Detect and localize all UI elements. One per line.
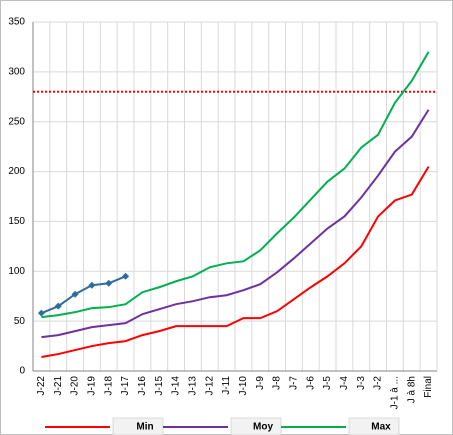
y-tick-label: 350 <box>8 17 25 28</box>
x-tick-label: J-14 <box>171 376 182 396</box>
x-tick-label: J-15 <box>154 376 165 396</box>
x-tick-label: J à 8h <box>406 376 417 403</box>
x-tick-label: J-20 <box>70 376 81 396</box>
y-tick-label: 50 <box>14 316 26 327</box>
x-tick-label: J-17 <box>120 376 131 396</box>
series-line <box>41 51 430 319</box>
x-tick-label: J-11 <box>221 376 232 395</box>
x-tick-label: J-22 <box>36 376 47 396</box>
legend-label: Max <box>371 422 391 433</box>
y-tick-label: 0 <box>19 366 25 377</box>
series-line <box>41 166 430 359</box>
x-tick-label: J-18 <box>103 376 114 396</box>
x-tick-label: J-21 <box>53 376 64 396</box>
x-tick-label: J-8 <box>272 376 283 390</box>
x-tick-label: J-4 <box>339 376 350 390</box>
legend-label: Moy <box>253 422 273 433</box>
y-tick-label: 100 <box>8 266 25 277</box>
x-tick-label: J-13 <box>188 376 199 396</box>
x-tick-label: J-7 <box>289 376 300 390</box>
x-tick-label: J-9 <box>255 376 266 390</box>
legend-box <box>348 417 400 435</box>
y-tick-label: 150 <box>8 216 25 227</box>
series-line <box>41 109 430 339</box>
x-tick-label: J-6 <box>305 376 316 390</box>
x-tick-label: J-5 <box>322 376 333 390</box>
x-tick-label: J-3 <box>356 376 367 390</box>
x-tick-label: J-1 à ... <box>390 376 401 409</box>
y-tick-label: 250 <box>8 116 25 127</box>
x-tick-label: J-2 <box>373 376 384 390</box>
x-tick-label: J-19 <box>87 376 98 396</box>
point-marker <box>71 290 79 298</box>
x-tick-label: Final <box>423 376 434 398</box>
point-marker <box>105 279 113 287</box>
series-line <box>41 275 126 315</box>
legend-label: Min <box>136 422 153 433</box>
y-tick-label: 300 <box>8 66 25 77</box>
y-tick-label: 200 <box>8 166 25 177</box>
point-marker <box>54 302 62 310</box>
point-marker <box>122 272 130 280</box>
point-marker <box>37 309 45 317</box>
x-tick-label: J-12 <box>204 376 215 396</box>
point-marker <box>88 281 96 289</box>
x-tick-label: J-16 <box>137 376 148 396</box>
x-tick-label: J-10 <box>238 376 249 396</box>
